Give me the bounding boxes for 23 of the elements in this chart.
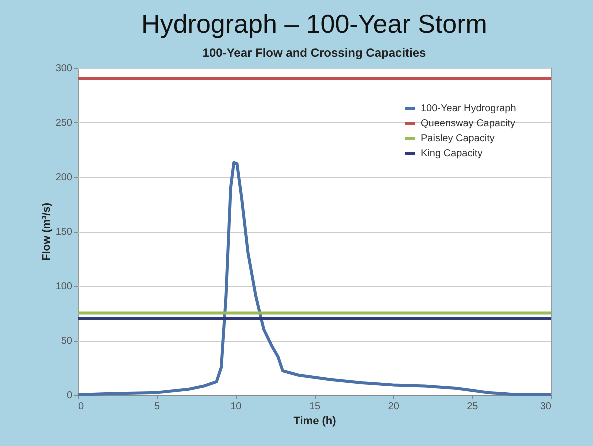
x-tick-label: 0 [78, 402, 84, 412]
y-tick-label: 50 [61, 336, 73, 347]
chart-subtitle: 100-Year Flow and Crossing Capacities [202, 46, 427, 60]
legend-label: Paisley Capacity [421, 134, 495, 144]
y-tick-label: 100 [56, 282, 73, 292]
legend-label: Queensway Capacity [421, 118, 516, 130]
x-tick-label: 5 [154, 402, 161, 412]
y-axis-title: Flow (m³/s) [40, 202, 53, 262]
x-tick-label: 20 [388, 402, 400, 412]
legend-label: King Capacity [421, 148, 483, 160]
y-tick-label: 150 [56, 227, 73, 238]
line-series [76, 161, 552, 396]
chart-title: Hydrograph – 100-Year Storm [142, 9, 488, 39]
y-tick-label: 0 [66, 390, 73, 402]
x-tick-label: 25 [467, 402, 479, 412]
x-axis-title: Time (h) [294, 416, 337, 428]
legend-label: 100-Year Hydrograph [421, 104, 516, 114]
x-tick-label: 15 [309, 402, 321, 412]
x-tick-label: 10 [230, 402, 242, 412]
y-tick-label: 200 [56, 172, 73, 184]
y-tick-label: 250 [56, 118, 73, 129]
x-tick-label: 30 [540, 402, 552, 412]
y-tick-label: 300 [56, 64, 73, 74]
